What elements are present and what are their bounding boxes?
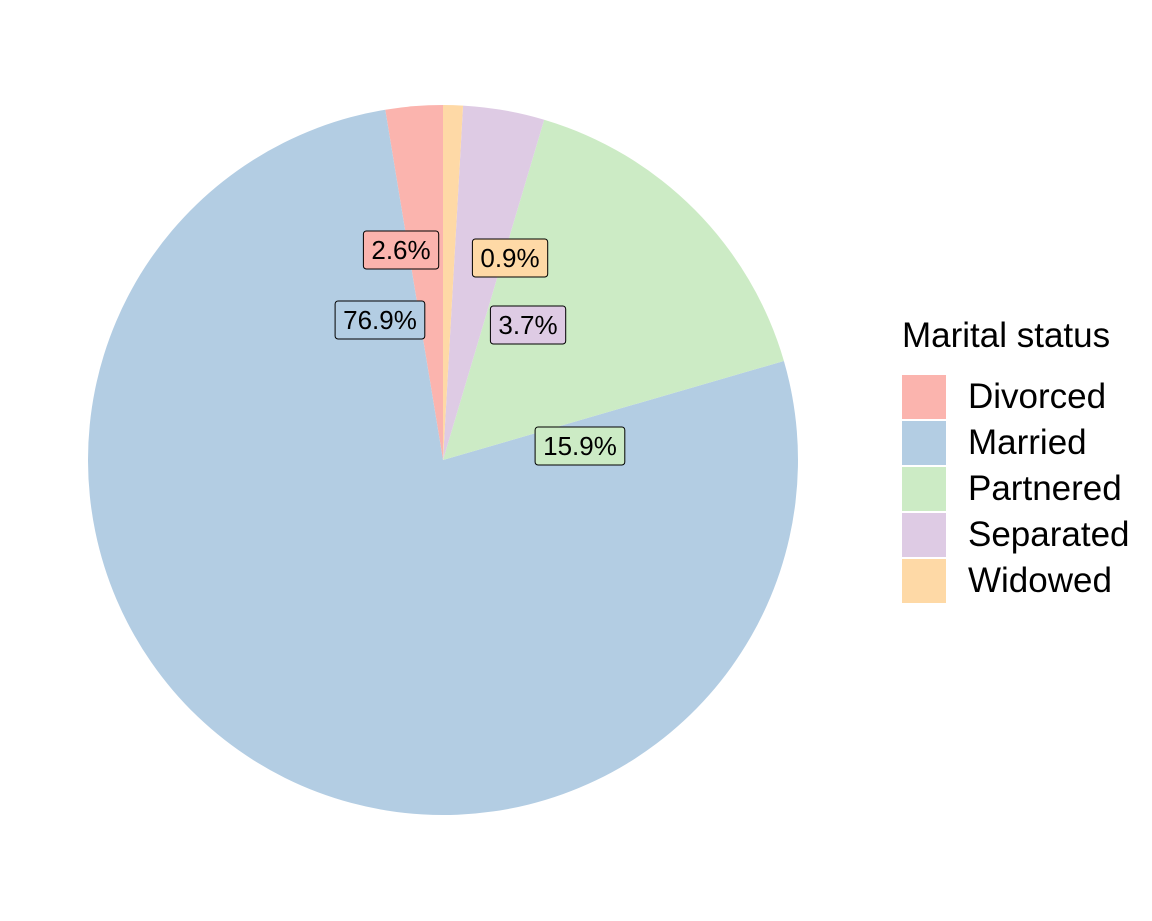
pie-slice-partnered: [443, 119, 784, 460]
legend-key-swatch: [902, 375, 946, 419]
legend-item-married: Married: [902, 420, 1150, 466]
legend-items: Divorced Married Partnered Separated Widowed: [902, 374, 1150, 604]
data-label-separated: 3.7%: [489, 305, 567, 345]
legend-label: Divorced: [968, 377, 1107, 416]
legend-item-partnered: Partnered: [902, 466, 1150, 512]
data-label-text: 15.9%: [543, 431, 617, 461]
legend-key-swatch: [902, 467, 946, 511]
legend-key-swatch: [902, 513, 946, 557]
data-label-box: [489, 305, 567, 345]
legend-label: Separated: [968, 515, 1130, 554]
data-label-text: 3.7%: [498, 310, 557, 340]
data-label-box: [471, 238, 549, 278]
data-label-divorced: 2.6%: [362, 230, 440, 270]
pie-slices: [87, 105, 798, 816]
data-label-text: 2.6%: [371, 235, 430, 265]
data-label-box: [362, 230, 440, 270]
data-label-box: [334, 300, 426, 340]
pie-slice-separated: [443, 105, 545, 460]
legend-title: Marital status: [902, 316, 1111, 355]
data-label-text: 76.9%: [343, 305, 417, 335]
data-label-married: 76.9%: [334, 300, 426, 340]
pie-data-labels: 2.6% 76.9% 15.9% 3.7% 0.9%: [334, 230, 626, 466]
data-label-text: 0.9%: [480, 243, 539, 273]
legend-label: Married: [968, 423, 1087, 462]
data-label-widowed: 0.9%: [471, 238, 549, 278]
legend-key-swatch: [902, 559, 946, 603]
pie-slice-married: [87, 109, 798, 816]
data-label-partnered: 15.9%: [534, 426, 626, 466]
pie-slice-divorced: [385, 105, 443, 460]
legend-label: Partnered: [968, 469, 1122, 508]
legend-item-widowed: Widowed: [902, 558, 1150, 604]
legend-item-separated: Separated: [902, 512, 1150, 558]
pie-slice-widowed: [443, 105, 464, 460]
legend: Marital status Divorced Married Partnered S…: [902, 316, 1150, 604]
legend-item-divorced: Divorced: [902, 374, 1150, 420]
legend-label: Widowed: [968, 561, 1112, 600]
data-label-box: [534, 426, 626, 466]
legend-key-swatch: [902, 421, 946, 465]
